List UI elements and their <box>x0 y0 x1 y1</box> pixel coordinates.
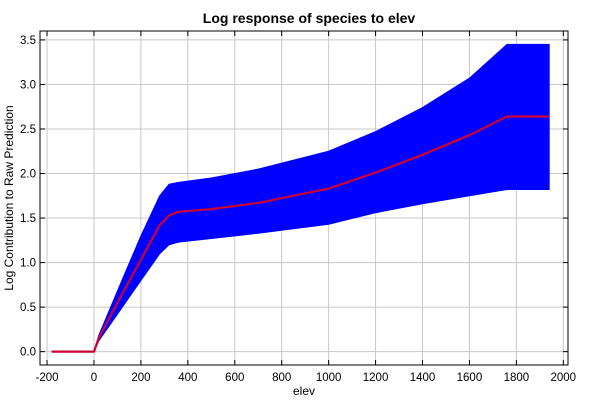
x-tick-label: 400 <box>178 372 197 384</box>
x-tick-label: 2000 <box>551 372 577 384</box>
y-tick-label: 1.5 <box>20 213 36 225</box>
y-tick-label: 0.0 <box>20 347 36 359</box>
y-tick-label: 3.0 <box>20 79 36 91</box>
plot-frame <box>39 30 569 366</box>
x-tick-label: -200 <box>36 372 59 384</box>
x-tick-label: 1400 <box>410 372 436 384</box>
x-tick-label: 1800 <box>504 372 530 384</box>
x-tick-label: 0 <box>91 372 97 384</box>
mean-response-line <box>51 115 550 353</box>
mean-response-layer <box>51 115 550 353</box>
y-tick-label: 2.5 <box>20 124 36 136</box>
x-tick-label: 1000 <box>316 372 342 384</box>
y-tick-label: 1.0 <box>20 258 36 270</box>
x-tick-label: 1600 <box>457 372 483 384</box>
x-tick-label: 200 <box>131 372 150 384</box>
y-tick-label: 2.0 <box>20 169 36 181</box>
x-axis-label: elev <box>293 384 315 398</box>
x-tick-label: 800 <box>272 372 291 384</box>
y-tick-label: 3.5 <box>20 35 36 47</box>
y-axis-label: Log Contribution to Raw Prediction <box>2 105 16 290</box>
x-axis-ticks: -200 0 200 400 600 800 1000 1200 1400 1600 1800 200… <box>36 31 577 384</box>
chart-title: Log response of species to elev <box>203 10 416 26</box>
y-axis-ticks: 0.0 0.5 1.0 1.5 2.0 2.5 3.0 3.5 <box>20 35 568 359</box>
x-tick-label: 600 <box>225 372 244 384</box>
x-tick-label: 1200 <box>363 372 389 384</box>
y-tick-label: 0.5 <box>20 302 36 314</box>
